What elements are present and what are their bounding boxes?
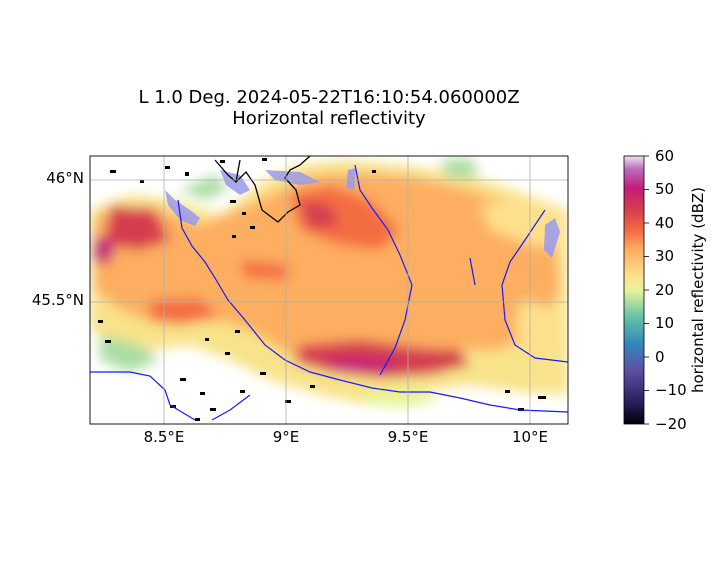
colorbar-tick-label: 0: [655, 348, 665, 366]
colorbar-label: horizontal reflectivity (dBZ): [689, 187, 707, 393]
y-tick-label: 45.5°N: [31, 291, 84, 309]
y-tick-label: 46°N: [46, 169, 84, 187]
rivers: [90, 164, 568, 421]
colorbar-tick-label: 60: [655, 147, 675, 165]
x-tick-label: 10°E: [511, 428, 549, 446]
colorbar-tick-label: 40: [655, 214, 675, 232]
colorbar-tick-label: 10: [655, 314, 675, 332]
x-tick-label: 9.5°E: [387, 428, 429, 446]
gridlines: [90, 156, 568, 424]
lakes: [165, 168, 560, 258]
x-tick-label: 9°E: [272, 428, 300, 446]
colorbar-tick-label: −10: [655, 381, 687, 399]
plot-subtitle: Horizontal reflectivity: [232, 108, 426, 129]
colorbar-gradient: [623, 155, 645, 425]
x-tick-label: 8.5°E: [143, 428, 185, 446]
colorbar: [623, 155, 649, 425]
map-panel: [90, 156, 568, 424]
colorbar-tick-label: 20: [655, 281, 675, 299]
colorbar-tick-label: 30: [655, 247, 675, 265]
reflectivity-field: [90, 158, 568, 408]
plot-title: L 1.0 Deg. 2024-05-22T16:10:54.060000Z: [138, 87, 520, 108]
colorbar-tick-label: 50: [655, 180, 675, 198]
colorbar-tick-label: −20: [655, 415, 687, 433]
map-frame: [89, 155, 569, 425]
